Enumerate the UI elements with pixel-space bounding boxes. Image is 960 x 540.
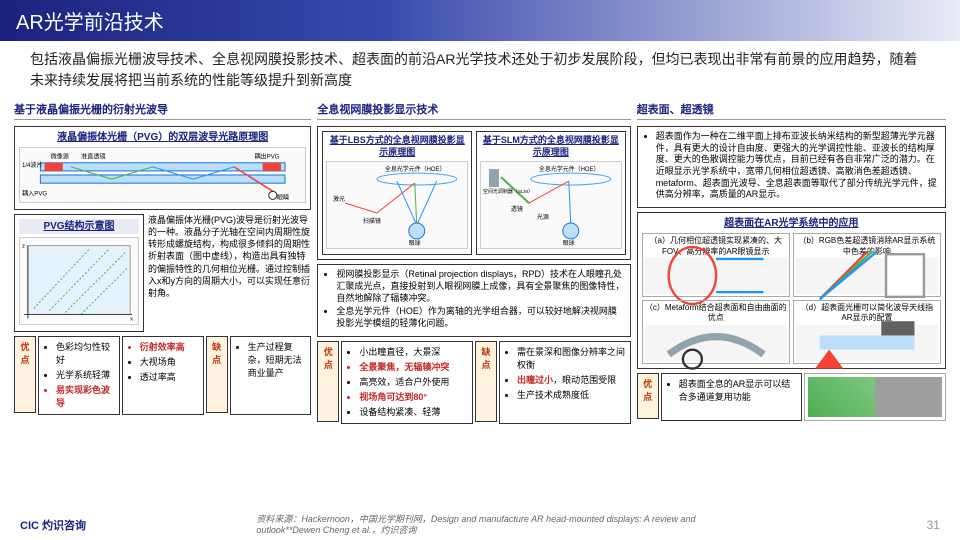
- column-holographic: 全息视网膜投影显示技术 基于LBS方式的全息视网膜投影显示原理图 激光 扫描镜: [317, 99, 630, 424]
- svg-text:z: z: [22, 244, 25, 250]
- col3-pros: 超表面全息的AR显示可以结合多通道复用功能: [661, 373, 803, 421]
- svg-text:准直透镜: 准直透镜: [81, 153, 105, 161]
- holo-diagram-box: 基于LBS方式的全息视网膜投影显示原理图 激光 扫描镜 全息光学元件（HOE） …: [317, 126, 630, 260]
- holo-description: 视网膜投影显示（Retinal projection displays，RPD）…: [317, 264, 630, 336]
- col2-cons: 需在景深和图像分辨率之间权衡出瞳过小，眼动范围受限生产技术成熟度低: [499, 341, 631, 424]
- pvg-structure-diagram: zx: [19, 237, 139, 325]
- pvg-struct-title: PVG结构示意图: [19, 219, 139, 234]
- col1-cons: 生产过程复杂，短期无法商业量产: [230, 336, 312, 415]
- col1-pros: 色彩均匀性较好光学系统轻薄易实现彩色波导: [38, 336, 120, 415]
- col2-proscons: 优点 小出瞳直径，大景深全景聚焦，无辐辏冲突 高亮效，适合户外使用视场角可达到8…: [317, 341, 630, 424]
- svg-text:眼睛: 眼睛: [277, 193, 289, 201]
- svg-text:全息光学元件（HOE）: 全息光学元件（HOE）: [385, 165, 446, 173]
- col2-title: 全息视网膜投影显示技术: [317, 99, 630, 120]
- svg-text:耦入PVG: 耦入PVG: [22, 189, 47, 197]
- svg-text:全息光学元件（HOE）: 全息光学元件（HOE）: [539, 165, 600, 173]
- svg-text:光源: 光源: [537, 213, 549, 221]
- slide-title: AR光学前沿技术: [16, 12, 164, 34]
- column-pvg: 基于液晶偏振光栅的衍射光波导 液晶偏振体光栅（PVG）的双层波导光路原理图 微像…: [14, 99, 311, 424]
- pvg-description: 液晶偏振体光栅(PVG)波导是衍射光波导的一种。液晶分子光轴在空间内周期性旋转形…: [148, 214, 311, 332]
- col1-title: 基于液晶偏振光栅的衍射光波导: [14, 99, 311, 120]
- meta-item-a: （a）几何相位超透镜实现紧凑的、大FOV、高分辨率的AR眼镜显示: [642, 233, 790, 297]
- svg-text:扫描镜: 扫描镜: [363, 217, 381, 225]
- slide-header: AR光学前沿技术: [0, 0, 960, 41]
- pvg-box-title: 液晶偏振体光栅（PVG）的双层波导光路原理图: [19, 131, 306, 144]
- slm-diagram: 空间光调制器（SLM） 透镜 全息光学元件（HOE） 光源 眼球: [480, 161, 622, 249]
- svg-text:微像源: 微像源: [51, 153, 69, 161]
- meta-item-d: （d）超表面光栅可以简化波导天线指AR显示的配置: [793, 300, 941, 364]
- footer-logo: CIC 灼识咨询: [20, 517, 86, 533]
- meta-app-title: 超表面在AR光学系统中的应用: [642, 217, 941, 230]
- meta-item-b: （b）RGB色差超透镜消除AR显示系统中色差的影响: [793, 233, 941, 297]
- meta-description: 超表面作为一种在二维平面上排布亚波长纳米结构的新型超薄光学元器件，具有更大的设计…: [637, 126, 946, 208]
- meta-grid: （a）几何相位超透镜实现紧凑的、大FOV、高分辨率的AR眼镜显示 （b）RGB色…: [642, 233, 941, 364]
- lbs-title: 基于LBS方式的全息视网膜投影显示原理图: [326, 135, 468, 158]
- col2-pros: 小出瞳直径，大景深全景聚焦，无辐辏冲突 高亮效，适合户外使用视场角可达到80° …: [341, 341, 473, 424]
- col1-pros2: 衍射效率高大视场角透过率高: [122, 336, 204, 415]
- slide-subtitle: 包括液晶偏振光栅波导技术、全息视网膜投影技术、超表面的前沿AR光学技术还处于初步…: [0, 41, 960, 99]
- meta-item-c: （c）Metaform结合超表面和自由曲面的优点: [642, 300, 790, 364]
- svg-text:1/4波片: 1/4波片: [22, 161, 43, 169]
- content-area: 基于液晶偏振光栅的衍射光波导 液晶偏振体光栅（PVG）的双层波导光路原理图 微像…: [0, 99, 960, 424]
- pvg-structure-box: PVG结构示意图 zx: [14, 214, 144, 332]
- column-metasurface: 超表面、超透镜 超表面作为一种在二维平面上排布亚波长纳米结构的新型超薄光学元器件…: [637, 99, 946, 424]
- svg-text:眼球: 眼球: [563, 239, 575, 247]
- svg-text:空间光调制器（SLM）: 空间光调制器（SLM）: [483, 188, 533, 195]
- pros-label: 优点: [14, 336, 36, 413]
- holo-dual-diagram: 基于LBS方式的全息视网膜投影显示原理图 激光 扫描镜 全息光学元件（HOE） …: [322, 131, 625, 255]
- svg-text:x: x: [130, 316, 133, 322]
- pvg-diagram-box: 液晶偏振体光栅（PVG）的双层波导光路原理图 微像源 准直透镜 耦出PVG: [14, 126, 311, 210]
- col1-proscons: 优点 色彩均匀性较好光学系统轻薄易实现彩色波导 衍射效率高大视场角透过率高 缺点…: [14, 336, 311, 415]
- pvg-waveguide-diagram: 微像源 准直透镜 耦出PVG 1/4波片 耦入PVG 眼睛: [19, 147, 306, 203]
- page-number: 31: [927, 518, 940, 532]
- slide-footer: CIC 灼识咨询 资料来源：Hackernoon，中国光学期刊网，Design …: [0, 514, 960, 536]
- svg-text:眼球: 眼球: [409, 239, 421, 247]
- slm-title: 基于SLM方式的全息视网膜投影显示原理图: [480, 135, 622, 158]
- svg-text:耦出PVG: 耦出PVG: [254, 153, 279, 161]
- cons-label: 缺点: [206, 336, 228, 413]
- meta-sample-images: [804, 373, 946, 421]
- svg-text:透镜: 透镜: [511, 205, 523, 213]
- lbs-diagram: 激光 扫描镜 全息光学元件（HOE） 眼球: [326, 161, 468, 249]
- meta-applications-box: 超表面在AR光学系统中的应用 （a）几何相位超透镜实现紧凑的、大FOV、高分辨率…: [637, 212, 946, 369]
- footer-source: 资料来源：Hackernoon，中国光学期刊网，Design and manuf…: [256, 514, 756, 536]
- col3-title: 超表面、超透镜: [637, 99, 946, 120]
- svg-text:激光: 激光: [333, 195, 345, 203]
- col3-proscons: 优点 超表面全息的AR显示可以结合多通道复用功能: [637, 373, 946, 421]
